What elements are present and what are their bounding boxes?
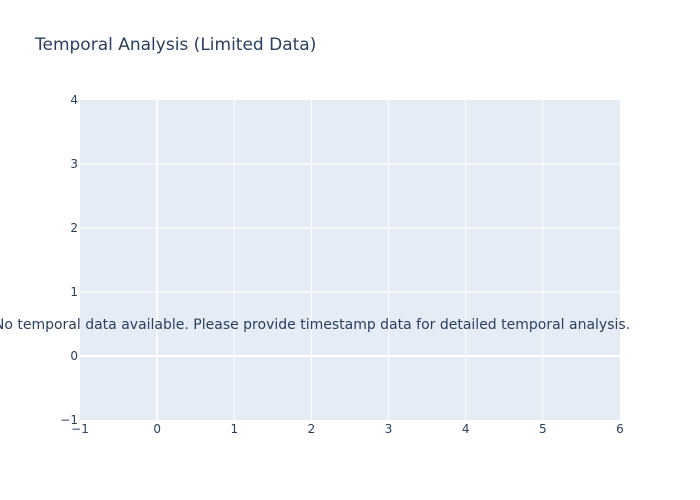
gridlines [80,100,620,420]
y-tick-label: 1 [70,285,78,299]
x-tick-label: 6 [616,422,624,436]
y-tick-label: 3 [70,157,78,171]
y-tick-label: −1 [60,413,78,427]
no-data-annotation: No temporal data available. Please provi… [0,317,630,333]
x-tick-label: 0 [153,422,161,436]
x-tick-label: 3 [385,422,393,436]
y-tick-label: 0 [70,349,78,363]
y-tick-label: 4 [70,93,78,107]
chart-title: Temporal Analysis (Limited Data) [34,35,316,55]
y-tick-label: 2 [70,221,78,235]
x-tick-label: 2 [308,422,316,436]
y-axis: −1 0 1 2 3 4 [60,93,78,427]
x-axis: −1 0 1 2 3 4 5 6 [71,422,624,436]
x-tick-label: −1 [71,422,89,436]
plot-area [80,100,620,420]
x-tick-label: 4 [462,422,470,436]
x-tick-label: 5 [539,422,547,436]
x-tick-label: 1 [230,422,238,436]
